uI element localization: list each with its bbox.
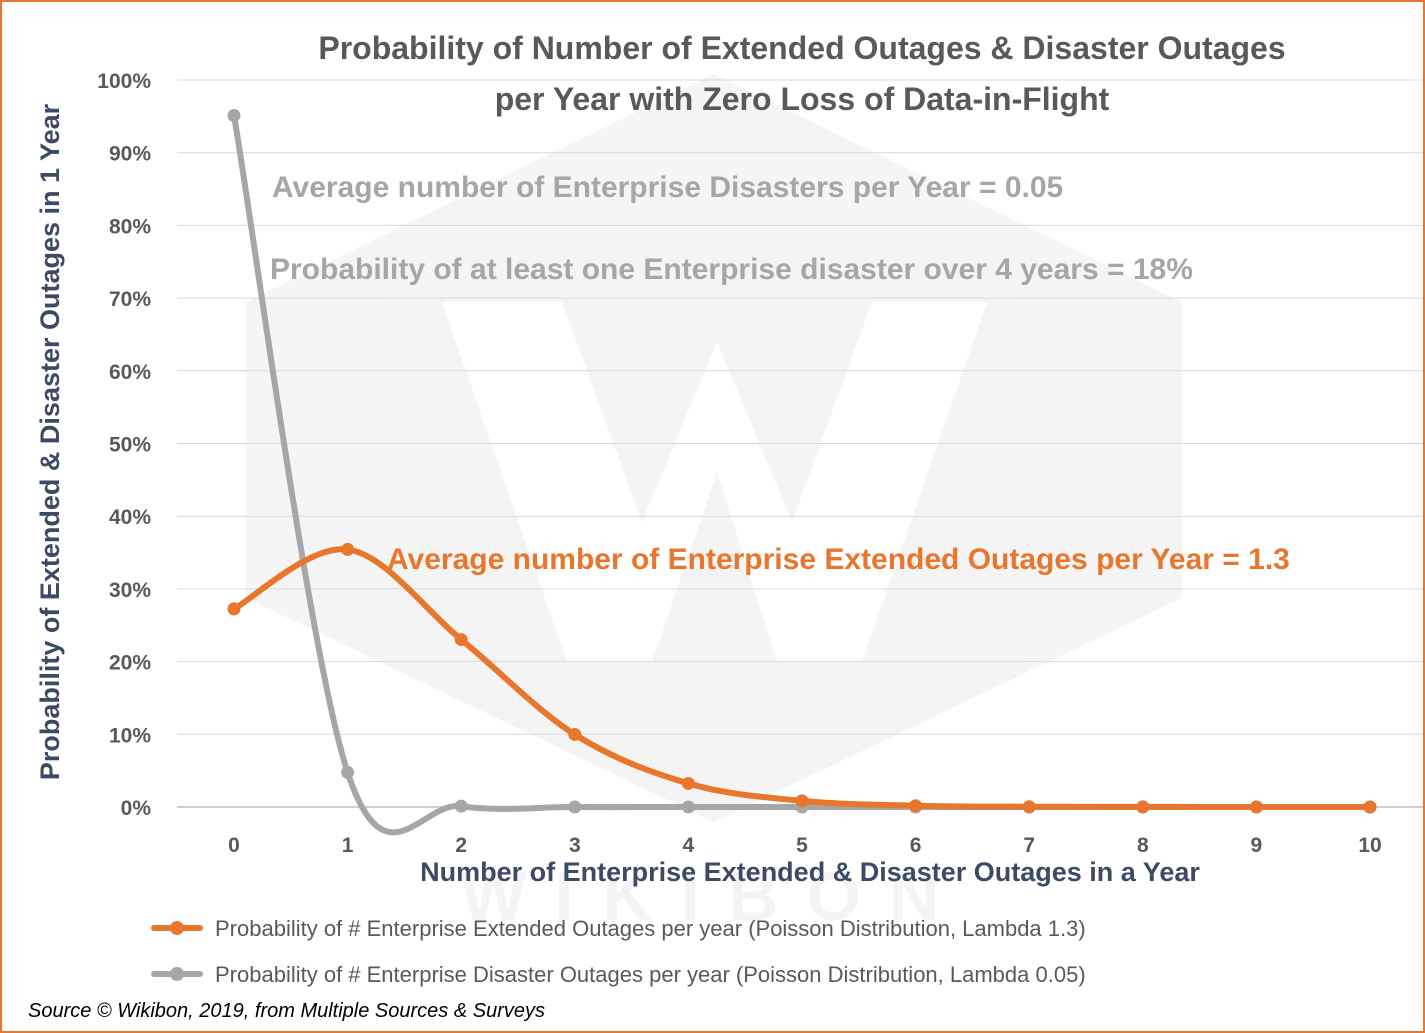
x-axis-title: Number of Enterprise Extended & Disaster… bbox=[420, 857, 1200, 887]
point-extended-8 bbox=[1136, 800, 1150, 814]
x-tick-label-1: 1 bbox=[342, 834, 354, 857]
point-disaster-4 bbox=[681, 800, 695, 814]
watermark-text: WIKIBON bbox=[460, 857, 967, 935]
y-tick-label-4: 40% bbox=[109, 506, 151, 529]
series-line-extended bbox=[231, 546, 1373, 811]
y-tick-label-2: 20% bbox=[109, 652, 151, 675]
x-tick-label-0: 0 bbox=[228, 834, 240, 857]
point-extended-6 bbox=[909, 799, 923, 813]
point-disaster-2 bbox=[454, 799, 468, 813]
point-extended-4 bbox=[681, 776, 695, 790]
chart-title-line-1: Probability of Number of Extended Outage… bbox=[318, 30, 1285, 66]
legend-label-disaster: Probability of # Enterprise Disaster Out… bbox=[215, 962, 1086, 987]
y-tick-label-9: 90% bbox=[109, 143, 151, 166]
legend-swatch-marker-extended bbox=[170, 921, 184, 935]
point-extended-10 bbox=[1363, 800, 1377, 814]
annotation-disaster-average: Average number of Enterprise Disasters p… bbox=[272, 171, 1063, 204]
y-tick-label-0: 0% bbox=[121, 797, 152, 820]
source-note: Source © Wikibon, 2019, from Multiple So… bbox=[28, 1000, 545, 1022]
x-tick-label-7: 7 bbox=[1023, 834, 1035, 857]
x-tick-label-4: 4 bbox=[683, 834, 695, 857]
y-tick-label-8: 80% bbox=[109, 215, 151, 238]
y-axis-ticks: 0% 10% 20% 30% 40% 50% 60% 70% 80% 90% 100% bbox=[97, 70, 151, 820]
y-tick-label-7: 70% bbox=[109, 288, 151, 311]
y-tick-label-5: 50% bbox=[109, 434, 151, 457]
y-tick-label-6: 60% bbox=[109, 361, 151, 384]
series-layer bbox=[227, 108, 1377, 836]
x-tick-label-8: 8 bbox=[1137, 834, 1149, 857]
chart-title-line-2: per Year with Zero Loss of Data-in-Fligh… bbox=[495, 81, 1110, 117]
point-extended-9 bbox=[1249, 800, 1263, 814]
watermark-logo: WIKIBON bbox=[246, 74, 1182, 935]
point-disaster-1 bbox=[341, 765, 355, 779]
legend-label-extended: Probability of # Enterprise Extended Out… bbox=[215, 916, 1086, 941]
point-extended-1 bbox=[341, 542, 355, 556]
x-tick-label-9: 9 bbox=[1251, 834, 1263, 857]
x-tick-label-3: 3 bbox=[569, 834, 581, 857]
x-axis-ticks: 0 1 2 3 4 5 6 7 8 9 10 bbox=[228, 834, 1382, 857]
point-extended-2 bbox=[454, 633, 468, 647]
y-tick-label-1: 10% bbox=[109, 724, 151, 747]
annotation-extended-average: Average number of Enterprise Extended Ou… bbox=[387, 543, 1290, 576]
x-tick-label-6: 6 bbox=[910, 834, 922, 857]
point-extended-5 bbox=[795, 794, 809, 808]
y-tick-label-10: 100% bbox=[97, 70, 151, 93]
point-extended-0 bbox=[227, 602, 241, 616]
point-disaster-0 bbox=[227, 108, 241, 122]
legend: Probability of # Enterprise Extended Out… bbox=[151, 916, 1086, 987]
y-tick-label-3: 30% bbox=[109, 579, 151, 602]
point-disaster-3 bbox=[568, 800, 582, 814]
x-tick-label-2: 2 bbox=[455, 834, 467, 857]
gridlines bbox=[177, 79, 1423, 808]
x-tick-label-5: 5 bbox=[796, 834, 808, 857]
legend-item-extended: Probability of # Enterprise Extended Out… bbox=[151, 916, 1086, 941]
legend-swatch-marker-disaster bbox=[170, 967, 184, 981]
y-axis-title: Probability of Extended & Disaster Outag… bbox=[35, 103, 65, 780]
legend-item-disaster: Probability of # Enterprise Disaster Out… bbox=[151, 962, 1086, 987]
point-extended-3 bbox=[568, 727, 582, 741]
annotation-disaster-probability: Probability of at least one Enterprise d… bbox=[270, 253, 1193, 286]
x-tick-label-10: 10 bbox=[1358, 834, 1381, 857]
point-extended-7 bbox=[1022, 800, 1036, 814]
